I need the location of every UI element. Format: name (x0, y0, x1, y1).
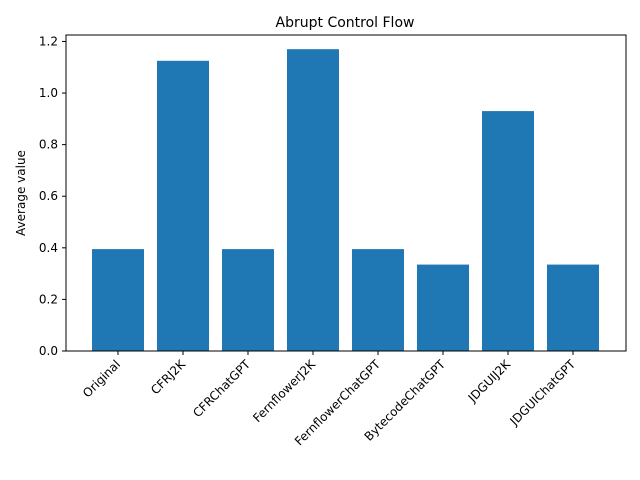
bar-jdguichatgpt (547, 264, 599, 351)
y-tick-label: 0.8 (39, 138, 58, 152)
y-axis-label: Average value (14, 150, 28, 236)
y-tick-label: 0.2 (39, 292, 58, 306)
x-tick-label: CFRChatGPT (190, 357, 253, 420)
bar-fernflowerj2k (287, 49, 339, 352)
bars-group (92, 49, 599, 352)
chart-title: Abrupt Control Flow (276, 15, 415, 31)
bar-bytecodechatgpt (417, 264, 469, 351)
x-tick-label: JDGUIChatGPT (506, 357, 578, 429)
plot-frame (65, 34, 627, 352)
x-tick-label: FernflowerJ2K (250, 356, 319, 425)
x-tick-label: JDGUIJ2K (465, 356, 514, 405)
y-tick-label: 1.2 (39, 34, 58, 48)
x-tick-label: CFRJ2K (148, 356, 189, 397)
y-axis: 0.0 0.2 0.4 0.6 0.8 1.0 1.2 (39, 34, 66, 358)
x-tick-label: Original (80, 357, 123, 400)
bar-cfrj2k (157, 60, 209, 351)
bar-fernflowerchatgpt (352, 249, 404, 351)
y-tick-label: 1.0 (39, 86, 58, 100)
x-axis: Original CFRJ2K CFRChatGPTFernflowerJ2KFer… (80, 351, 579, 448)
bar-jdguij2k (482, 111, 534, 351)
y-tick-label: 0.0 (39, 344, 58, 358)
y-tick-label: 0.4 (39, 241, 58, 255)
y-tick-label: 0.6 (39, 189, 58, 203)
bar-original (92, 249, 144, 351)
bar-cfrchatgpt (222, 249, 274, 351)
